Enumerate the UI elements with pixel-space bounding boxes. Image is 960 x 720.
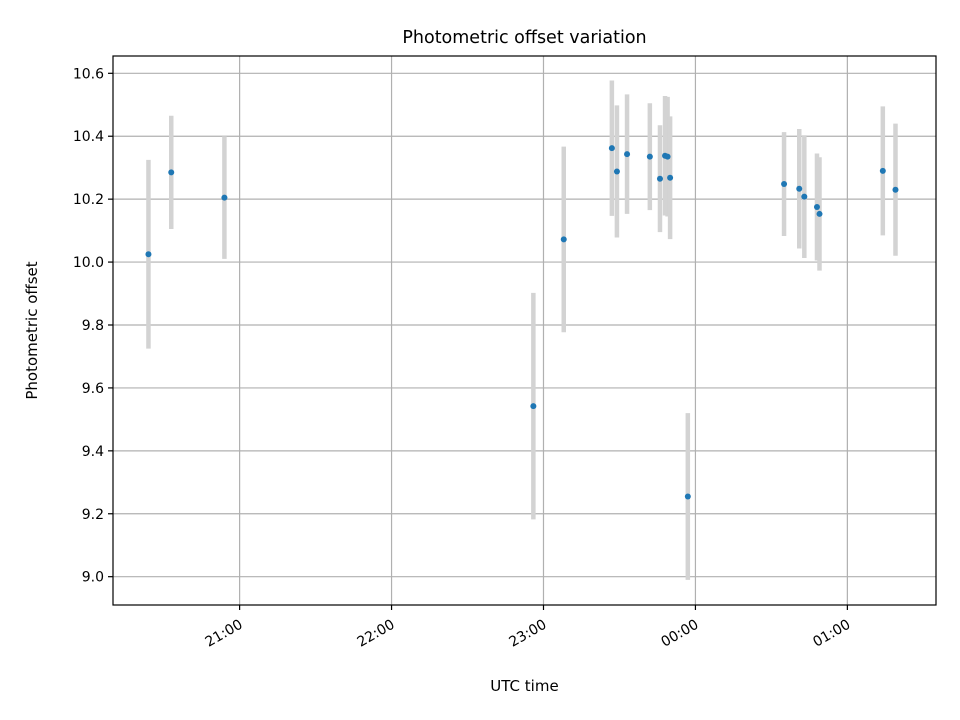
data-point [624, 151, 631, 158]
y-tick-label: 9.0 [82, 570, 104, 586]
data-point [646, 153, 653, 160]
y-tick-label: 9.2 [82, 507, 104, 523]
data-point [796, 185, 803, 192]
data-point [221, 194, 228, 201]
data-point [656, 175, 663, 182]
data-point [560, 236, 567, 243]
data-point [145, 251, 152, 258]
markers [145, 145, 899, 500]
x-axis-label: UTC time [490, 677, 558, 695]
y-tick-label: 10.2 [73, 192, 104, 208]
y-axis-label: Photometric offset [23, 261, 41, 399]
data-point [879, 167, 886, 174]
data-point [530, 403, 537, 410]
data-point [816, 210, 823, 217]
y-tick-label: 10.6 [73, 66, 104, 82]
data-point [813, 204, 820, 211]
y-tick-label: 9.6 [82, 381, 104, 397]
data-point [781, 181, 788, 188]
y-ticks: 9.0 9.2 9.4 9.6 9.8 10.0 10.2 10.4 10.6 [73, 66, 113, 586]
data-point [608, 145, 615, 152]
y-tick-label: 10.4 [73, 129, 104, 145]
y-tick-label: 10.0 [73, 255, 104, 271]
data-point [667, 174, 674, 181]
data-point [684, 493, 691, 500]
y-tick-label: 9.8 [82, 318, 104, 334]
plot-frame [112, 55, 937, 606]
data-point [892, 186, 899, 193]
y-tick-label: 9.4 [82, 444, 104, 460]
data-point [664, 153, 671, 160]
data-point [168, 169, 175, 176]
chart-title: Photometric offset variation [402, 28, 646, 48]
data-point [801, 193, 808, 200]
data-point [613, 168, 620, 175]
